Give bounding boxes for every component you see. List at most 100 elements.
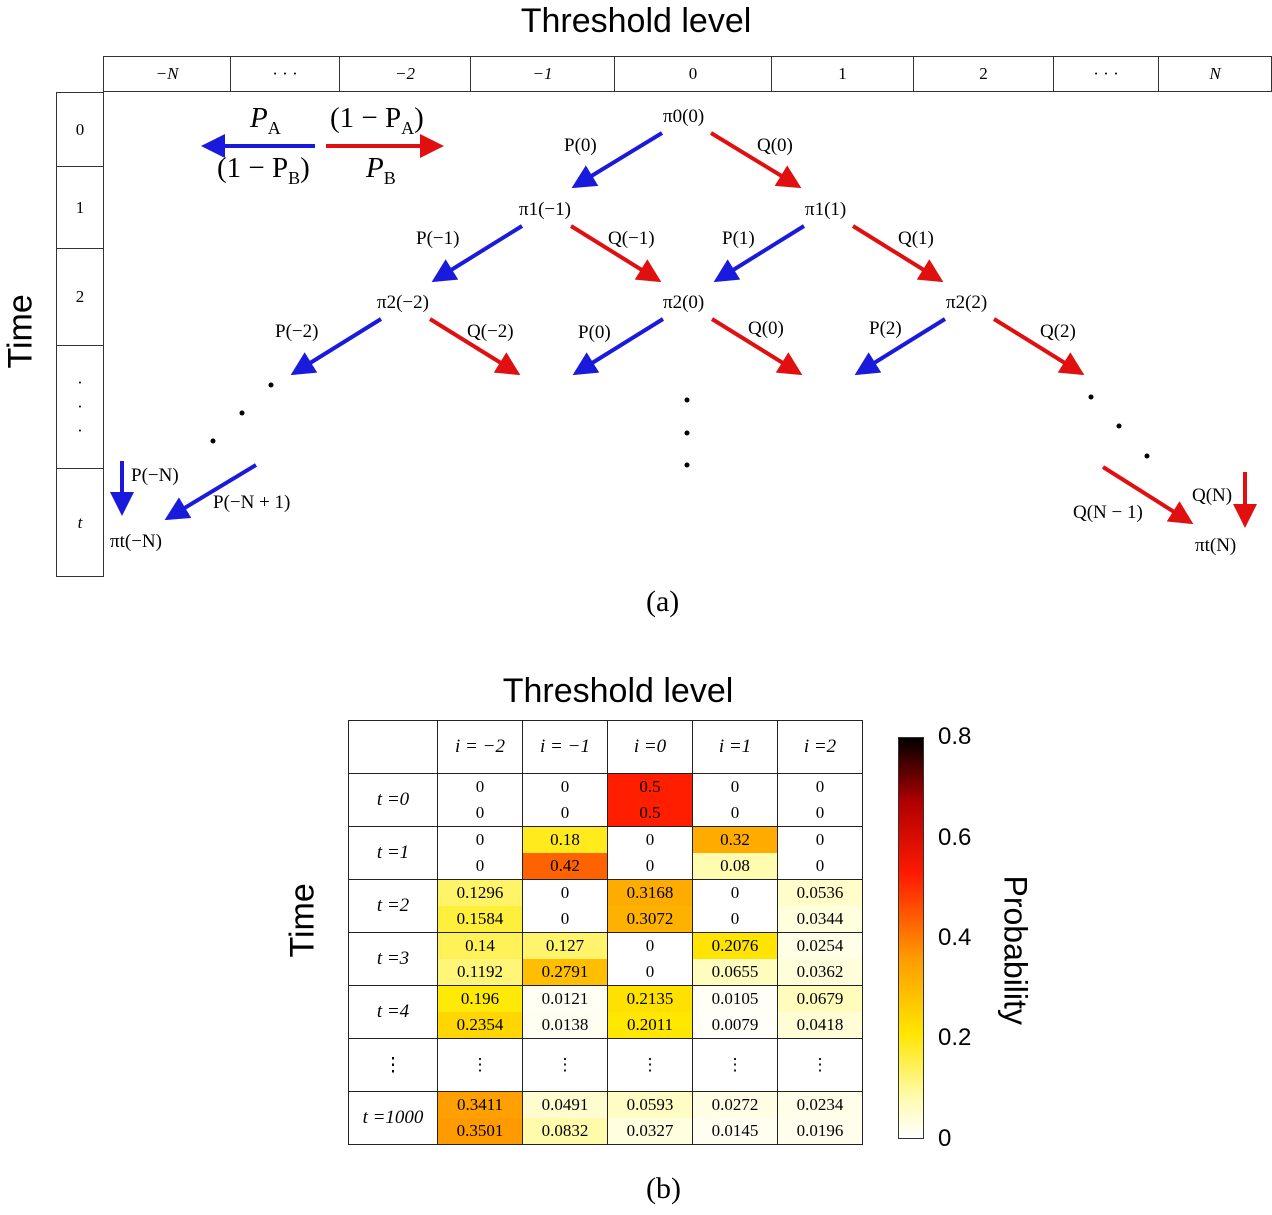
heat-value: 0 [608,853,692,879]
heat-cell: 0.2135 0.2011 [607,985,693,1039]
arrow-blue [164,463,258,521]
heat-value: 0 [438,827,522,853]
heat-cell: 0.5 0.5 [607,773,693,827]
heat-value: 0.1584 [438,906,522,932]
heat-value: 0.14 [438,933,522,959]
heat-col-header: i =1 [692,720,778,774]
heat-cell: 0.0491 0.0832 [522,1091,608,1145]
heat-cell: ⋮ [522,1038,608,1092]
probability-heatmap-table: i = −2 i = −1 i =0 i =1 i =2 t =0 0 0 0 0 0.5 0.5 0 0… [348,720,863,1145]
heat-value: 0.2791 [523,959,607,985]
heat-value: ⋮ [556,1055,574,1074]
label-Q0-b: Q(0) [748,318,784,339]
heat-value: 0 [523,880,607,906]
heat-value: 0.0593 [608,1092,692,1118]
heat-cell: 0.14 0.1192 [437,932,523,986]
arrow-red [992,317,1085,376]
label-Qm2: Q(−2) [467,321,514,342]
legend-right-top: (1 − PA) [330,102,424,138]
heat-cell: 0.0593 0.0327 [607,1091,693,1145]
heat-value: 0.0079 [693,1012,777,1038]
heat-value: 0 [693,880,777,906]
heat-value: 0 [778,774,862,800]
heat-row-label: t =1000 [348,1091,438,1145]
label-QN: Q(N) [1192,485,1233,506]
heat-value: 0.0536 [778,880,862,906]
label-PmN: P(−N) [131,465,179,486]
heat-value: 0 [608,827,692,853]
heat-row-label: t =3 [348,932,438,986]
heat-value: 0.0418 [778,1012,862,1038]
heat-value: 0 [523,774,607,800]
heat-cell: 0.32 0.08 [692,826,778,880]
heat-value: 0.1192 [438,959,522,985]
heat-row-label: t =1 [348,826,438,880]
arrow-red [709,131,802,189]
node-pi2-2: π2(2) [946,292,988,313]
node-pi1-1: π1(1) [805,199,847,220]
heat-value: 0.0138 [523,1012,607,1038]
heat-value: 0 [778,827,862,853]
heat-value: 0.2135 [608,986,692,1012]
colorbar [898,737,924,1139]
heat-value: 0 [608,959,692,985]
heat-cell: 0.0536 0.0344 [777,879,863,933]
heat-value: 0.0832 [523,1118,607,1144]
heat-value: ⋮ [471,1055,489,1074]
arrow-blue [571,131,664,189]
panel-a-title: Threshold level [520,2,752,40]
heat-value: 0.0491 [523,1092,607,1118]
heat-value: 0.3501 [438,1118,522,1144]
heat-value: 0.2011 [608,1012,692,1038]
heat-value: 0.0327 [608,1118,692,1144]
heat-cell: 0.127 0.2791 [522,932,608,986]
label-Q2: Q(2) [1040,321,1076,342]
colorbar-tick: 0.4 [938,924,972,951]
arrow-red [569,224,662,283]
heat-cell: 0.0121 0.0138 [522,985,608,1039]
heat-value: ⋮ [811,1055,829,1074]
heat-value: 0.3411 [438,1092,522,1118]
heat-row: t =3 0.14 0.1192 0.127 0.2791 0 0 0.2076 0.0655 0… [348,932,863,986]
label-PmN1: P(−N + 1) [213,492,291,513]
heat-value: ⋮ [726,1055,744,1074]
heat-row-label: t =0 [348,773,438,827]
heat-cell: 0.3411 0.3501 [437,1091,523,1145]
corner-cell [348,720,438,774]
row-header: t [56,468,104,577]
heat-value: 0.0145 [693,1118,777,1144]
heat-value: 0.08 [693,853,777,879]
heat-value: 0.0234 [778,1092,862,1118]
heat-value: 0.0272 [693,1092,777,1118]
heat-value: 0.127 [523,933,607,959]
colorbar-tick: 0 [938,1125,952,1152]
arrow-red [710,317,803,376]
heat-value: 0.1296 [438,880,522,906]
node-pit-N: πt(N) [1195,535,1237,556]
label-P0: P(0) [564,135,597,156]
heat-cell: 0.2076 0.0655 [692,932,778,986]
heat-value: 0 [523,906,607,932]
heat-value: 0.0655 [693,959,777,985]
heat-value: 0.0121 [523,986,607,1012]
heat-value: 0.0105 [693,986,777,1012]
heat-value: 0.3072 [608,906,692,932]
heat-value: 0.3168 [608,880,692,906]
heat-cell: 0.0254 0.0362 [777,932,863,986]
heat-value: 0 [523,800,607,826]
heat-value: 0.42 [523,853,607,879]
arrow-red [428,317,521,376]
heat-cell: 0.1296 0.1584 [437,879,523,933]
heat-value: 0.2076 [693,933,777,959]
node-pi2-m2: π2(−2) [377,292,429,313]
legend-left-bottom: (1 − PB) [217,152,310,188]
arrow-blue [572,317,665,376]
heat-cell: ⋮ [607,1038,693,1092]
